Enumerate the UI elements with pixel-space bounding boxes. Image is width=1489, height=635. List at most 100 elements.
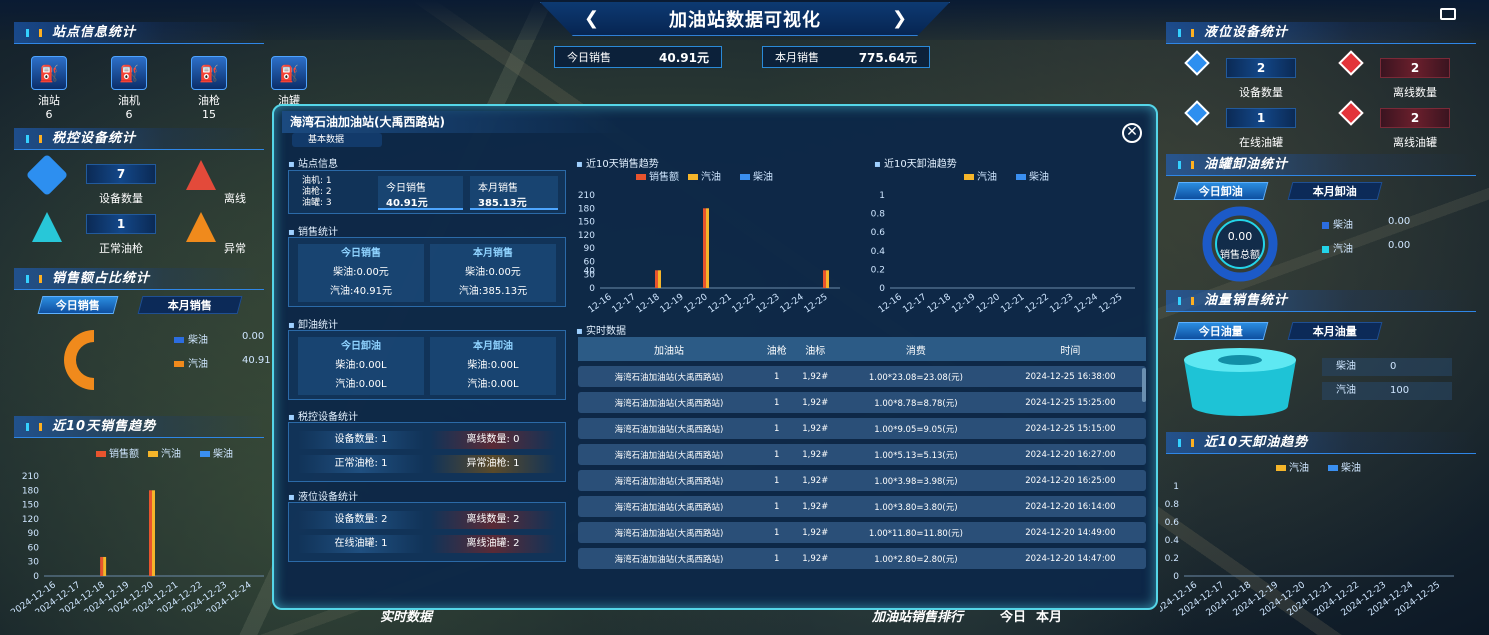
y-tick-label: 0.4 <box>1165 536 1180 546</box>
oil-tank-icon: ⛽ <box>271 56 307 90</box>
table-header[interactable]: 油标 <box>793 337 838 361</box>
legend-label: 销售额 <box>109 447 139 460</box>
y-tick-label: 0.6 <box>871 228 886 238</box>
section-level-devices: 液位设备统计 <box>1166 22 1476 44</box>
y-tick-label: 30 <box>28 558 40 568</box>
table-header[interactable]: 消费 <box>837 337 995 361</box>
table-row[interactable]: 海湾石油加油站(大禹西路站) 1 1,92# 1.00*5.13=5.13(元) 202… <box>578 444 1146 465</box>
tab-month-sales[interactable]: 本月销售 <box>137 296 243 314</box>
tax-device-count-label: 设备数量 <box>99 192 143 205</box>
station-stat-value: 6 <box>45 108 53 121</box>
table-row[interactable]: 海湾石油加油站(大禹西路站) 1 1,92# 1.00*2.80=2.80(元) 202… <box>578 548 1146 569</box>
modal-unload-trend-chart: 汽油 柴油00.20.40.60.8112-1612-1712-1812-1912… <box>871 170 1135 315</box>
unload-legend-diesel: 柴油 0.00 <box>1322 216 1410 231</box>
modal-unload-month: 本月卸油 柴油:0.00L 汽油:0.00L <box>430 337 556 395</box>
tab-today-fuel[interactable]: 今日油量 <box>1173 322 1269 340</box>
bottom-month-tab[interactable]: 本月 <box>1036 610 1063 625</box>
bar <box>149 490 152 576</box>
table-cell: 1.00*8.78=8.78(元) <box>837 392 995 413</box>
y-tick-label: 0.8 <box>1165 500 1180 510</box>
y-tick-label: 150 <box>22 501 39 511</box>
section-right-trend: 近10天卸油趋势 <box>1166 432 1476 454</box>
table-cell: 海湾石油加油站(大禹西路站) <box>578 496 760 517</box>
table-row[interactable]: 海湾石油加油站(大禹西路站) 1 1,92# 1.00*3.80=3.80(元) 202… <box>578 496 1146 517</box>
kpi-today-label: 今日销售 <box>567 51 611 64</box>
close-icon[interactable]: ✕ <box>1122 123 1142 143</box>
fuel-legend-diesel: 柴油 0 <box>1322 358 1452 376</box>
prev-arrow-icon[interactable]: ❮ <box>584 8 600 29</box>
table-cell: 2024-12-25 16:38:00 <box>994 366 1146 387</box>
left-sales-trend-chart: 销售额 汽油 柴油03060901201501802102024-12-162024… <box>9 447 264 612</box>
table-cell: 1 <box>759 444 794 465</box>
tax-abnormal-label: 异常 <box>224 242 246 255</box>
y-tick-label: 120 <box>22 515 39 525</box>
modal-sales-trend-chart: 销售额 汽油 柴油03040609012015018021012-1612-1712… <box>578 170 840 315</box>
y-tick-label: 90 <box>28 529 40 539</box>
y-tick-label: 120 <box>578 231 595 241</box>
table-cell: 1.00*2.80=2.80(元) <box>837 548 995 569</box>
legend-label: 汽油 <box>977 170 997 183</box>
station-stat-label: 油站 <box>38 94 60 107</box>
station-stat-item: ⛽ 油枪 15 <box>184 56 234 121</box>
legend-swatch <box>1276 465 1286 471</box>
tab-basic-data[interactable]: 基本数据 <box>292 133 382 147</box>
x-tick-label: 12-23 <box>1048 292 1075 315</box>
y-tick-label: 0.8 <box>871 210 886 220</box>
table-row[interactable]: 海湾石油加油站(大禹西路站) 1 1,92# 1.00*23.08=23.08(元) 2… <box>578 366 1146 387</box>
y-tick-label: 0.2 <box>1165 554 1179 564</box>
table-header[interactable]: 时间 <box>994 337 1146 361</box>
table-row[interactable]: 海湾石油加油站(大禹西路站) 1 1,92# 1.00*3.98=3.98(元) 202… <box>578 470 1146 491</box>
table-cell: 1,92# <box>793 522 838 543</box>
y-tick-label: 30 <box>584 271 596 281</box>
y-tick-label: 180 <box>22 486 39 496</box>
section-tax-devices: 税控设备统计 <box>14 128 264 150</box>
x-tick-label: 12-20 <box>683 292 710 315</box>
bar <box>103 556 107 576</box>
table-cell: 1 <box>759 496 794 517</box>
y-tick-label: 0.2 <box>871 265 885 275</box>
page-title: 加油站数据可视化 <box>669 10 821 31</box>
station-info-items: ⛽ 油站 6 ⛽ 油机 6 ⛽ 油枪 15 ⛽ 油罐 <box>24 56 307 121</box>
tab-month-fuel[interactable]: 本月油量 <box>1287 322 1383 340</box>
legend-label: 柴油 <box>1341 461 1361 474</box>
realtime-table[interactable]: 加油站 油枪 油标 消费 时间 海湾石油加油站(大禹西路站) 1 1,92# 1.00*23.… <box>578 332 1146 588</box>
modal-tax-count: 设备数量: 1 <box>298 431 424 449</box>
tab-month-unload[interactable]: 本月卸油 <box>1287 182 1383 200</box>
legend-label: 柴油 <box>1029 170 1049 183</box>
table-row[interactable]: 海湾石油加油站(大禹西路站) 1 1,92# 1.00*8.78=8.78(元) 202… <box>578 392 1146 413</box>
station-stat-item: ⛽ 油罐 <box>264 56 314 108</box>
table-row[interactable]: 海湾石油加油站(大禹西路站) 1 1,92# 1.00*9.05=9.05(元) 202… <box>578 418 1146 439</box>
kpi-month-sales: 本月销售 775.64元 <box>762 46 930 68</box>
table-cell: 1,92# <box>793 470 838 491</box>
next-arrow-icon[interactable]: ❯ <box>892 8 908 29</box>
bottom-today-tab[interactable]: 今日 <box>1000 610 1027 625</box>
unload-donut <box>1202 206 1278 282</box>
tab-today-unload[interactable]: 今日卸油 <box>1173 182 1269 200</box>
tax-offline-label: 离线 <box>224 192 246 205</box>
modal-tax-normal: 正常油枪: 1 <box>298 455 424 473</box>
tax-normal-count: 1 <box>86 214 156 234</box>
modal-tax-section: 税控设备统计 <box>288 408 358 423</box>
table-row[interactable]: 海湾石油加油站(大禹西路站) 1 1,92# 1.00*11.80=11.80(元) 2… <box>578 522 1146 543</box>
modal-level-offline: 离线数量: 2 <box>430 511 556 529</box>
x-tick-label: 12-21 <box>707 292 734 315</box>
table-header[interactable]: 油枪 <box>759 337 794 361</box>
modal-sales-section: 销售统计 <box>288 223 338 238</box>
table-cell: 2024-12-25 15:15:00 <box>994 418 1146 439</box>
table-scrollbar[interactable] <box>1142 368 1146 402</box>
x-tick-label: 12-22 <box>1024 292 1051 315</box>
table-cell: 1,92# <box>793 418 838 439</box>
legend-swatch <box>200 451 210 457</box>
x-tick-label: 12-22 <box>731 292 758 315</box>
monitor-icon[interactable] <box>1440 8 1456 20</box>
tax-device-count: 7 <box>86 164 156 184</box>
modal-sales-today: 今日销售 柴油:0.00元 汽油:40.91元 <box>298 244 424 302</box>
tab-today-sales[interactable]: 今日销售 <box>37 296 119 314</box>
y-tick-label: 0 <box>1173 572 1179 582</box>
bar <box>823 270 826 288</box>
bar <box>658 270 661 288</box>
table-header[interactable]: 加油站 <box>578 337 760 361</box>
modal-level-offline-tank: 离线油罐: 2 <box>430 535 556 553</box>
table-cell: 1,92# <box>793 548 838 569</box>
table-cell: 2024-12-25 15:25:00 <box>994 392 1146 413</box>
